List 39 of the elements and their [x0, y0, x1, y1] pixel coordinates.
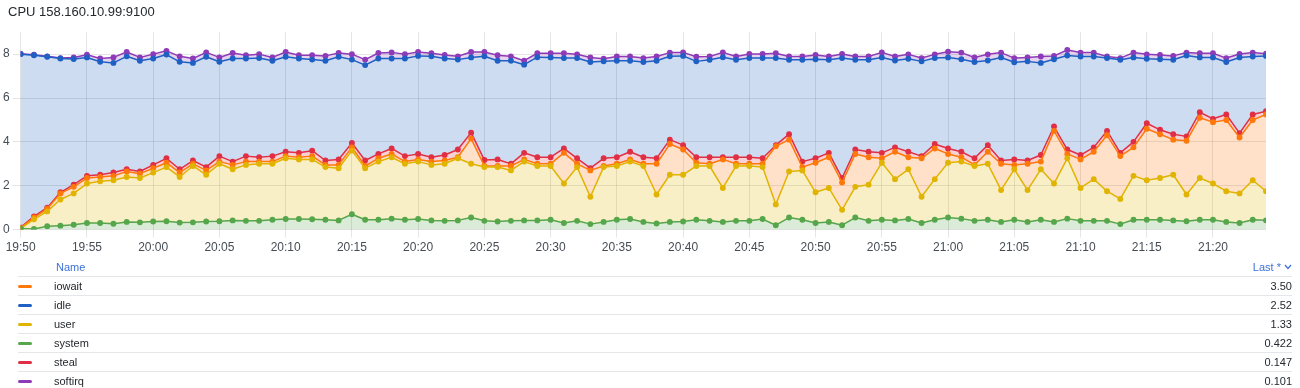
x-tick-label: 20:10	[270, 240, 302, 255]
text: 1.33	[1270, 317, 1292, 332]
x-tick-label: 21:15	[1131, 240, 1163, 255]
x-tick-label: 19:50	[5, 240, 37, 255]
chart-title: CPU 158.160.10.99:9100	[7, 3, 156, 21]
legend-label: idle	[54, 298, 72, 313]
x-tick-label: 20:35	[601, 240, 633, 255]
x-tick-label: 20:50	[800, 240, 831, 255]
x-tick-label: 20:20	[403, 240, 434, 255]
legend-label: steal	[54, 355, 78, 370]
y-tick-label: 2	[2, 178, 10, 193]
x-tick-label: 20:00	[138, 240, 169, 255]
x-tick-label: 20:30	[535, 240, 566, 255]
x-tick-label: 20:25	[469, 240, 500, 255]
text: Last *	[1252, 260, 1281, 275]
y-tick-label: 8	[2, 46, 10, 61]
legend-label: softirq	[54, 374, 84, 388]
x-tick-label: 20:40	[668, 240, 699, 255]
x-tick-label: 20:55	[866, 240, 898, 255]
x-tick-label: 20:05	[204, 240, 235, 255]
x-tick-label: 20:45	[734, 240, 765, 255]
legend-label: user	[54, 317, 76, 332]
text: 0.101	[1264, 374, 1292, 388]
legend-label: iowait	[54, 279, 83, 294]
x-tick-label: 21:10	[1065, 240, 1096, 255]
x-tick-label: 21:05	[999, 240, 1030, 255]
legend-title: Name	[55, 260, 86, 275]
y-tick-label: 4	[2, 134, 10, 149]
x-tick-label: 19:55	[71, 240, 103, 255]
legend-label: system	[54, 336, 89, 351]
x-tick-label: 20:15	[336, 240, 368, 255]
text: 3.50	[1270, 279, 1292, 294]
text: 2.52	[1270, 298, 1292, 313]
text: 0.422	[1264, 336, 1292, 351]
y-tick-label: 6	[2, 90, 10, 105]
y-tick-label: 0	[2, 221, 10, 236]
x-tick-label: 21:20	[1197, 240, 1229, 255]
text: 0.147	[1264, 355, 1292, 370]
x-tick-label: 21:00	[933, 240, 964, 255]
